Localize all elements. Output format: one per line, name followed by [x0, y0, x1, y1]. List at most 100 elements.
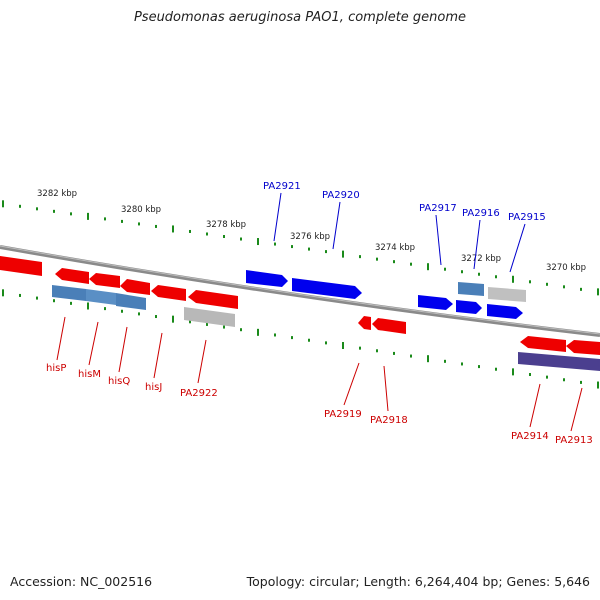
gene-box[interactable] — [52, 285, 86, 301]
gene-box[interactable] — [86, 289, 116, 305]
gene-label-hisQ[interactable]: hisQ — [108, 376, 130, 387]
minor-tick — [189, 229, 191, 233]
minor-tick — [308, 247, 310, 251]
major-tick — [597, 288, 599, 296]
minor-tick — [495, 275, 497, 279]
gene-box[interactable] — [184, 307, 235, 327]
gene-arrow[interactable] — [520, 336, 566, 352]
minor-tick — [138, 222, 140, 226]
forward-leaders — [273, 192, 526, 273]
reverse-leaders — [56, 316, 583, 432]
minor-tick — [121, 309, 123, 313]
genome-backbone — [0, 245, 600, 337]
gene-label-hisP[interactable]: hisP — [46, 363, 66, 374]
genome-title: Pseudomonas aeruginosa PAO1, complete ge… — [133, 10, 467, 25]
kbp-label: 3270 kbp — [546, 263, 586, 273]
minor-tick — [189, 320, 191, 324]
genome-backbone-highlight — [0, 245, 600, 335]
minor-tick — [376, 257, 378, 261]
major-tick — [172, 315, 174, 323]
accession-text: Accession: NC_002516 — [10, 574, 153, 589]
gene-box[interactable] — [116, 293, 146, 310]
minor-tick — [563, 285, 565, 289]
minor-tick — [478, 272, 480, 276]
major-tick — [257, 328, 259, 336]
other-genes — [52, 282, 600, 371]
gene-label-PA2915[interactable]: PA2915 — [508, 212, 546, 223]
gene-label-hisJ[interactable]: hisJ — [145, 382, 162, 393]
minor-tick — [223, 325, 225, 329]
gene-arrow[interactable] — [418, 295, 453, 310]
minor-tick — [36, 296, 38, 300]
minor-tick — [274, 333, 276, 337]
gene-arrow[interactable] — [456, 300, 482, 314]
minor-tick — [19, 293, 21, 297]
minor-tick — [36, 207, 38, 211]
major-tick — [597, 381, 599, 389]
gene-label-PA2914[interactable]: PA2914 — [511, 431, 549, 442]
minor-tick — [240, 237, 242, 241]
gene-arrow[interactable] — [120, 279, 150, 295]
minor-tick — [70, 212, 72, 216]
minor-tick — [376, 349, 378, 353]
major-tick — [87, 212, 89, 220]
gene-arrow[interactable] — [246, 270, 288, 287]
gene-arrow[interactable] — [358, 316, 371, 330]
minor-tick — [223, 235, 225, 239]
gene-arrow[interactable] — [292, 278, 362, 299]
minor-tick — [308, 338, 310, 342]
gene-arrow[interactable] — [566, 340, 600, 355]
gene-arrow[interactable] — [55, 268, 89, 284]
gene-arrow[interactable] — [487, 304, 523, 319]
gene-label-hisM[interactable]: hisM — [78, 369, 101, 380]
gene-arrow[interactable] — [188, 290, 238, 309]
minor-tick — [138, 312, 140, 316]
minor-tick — [53, 299, 55, 303]
major-tick — [427, 355, 429, 363]
gene-label-PA2919[interactable]: PA2919 — [324, 409, 362, 420]
gene-label-PA2917[interactable]: PA2917 — [419, 203, 457, 214]
gene-box[interactable] — [488, 287, 526, 302]
minor-tick — [291, 336, 293, 340]
minor-tick — [410, 354, 412, 358]
minor-tick — [580, 380, 582, 384]
minor-tick — [410, 262, 412, 266]
minor-tick — [291, 245, 293, 249]
gene-box[interactable] — [458, 282, 484, 296]
minor-tick — [155, 224, 157, 228]
gene-label-PA2922[interactable]: PA2922 — [180, 388, 218, 399]
kbp-label: 3280 kbp — [121, 205, 161, 215]
gene-box[interactable] — [518, 352, 600, 371]
gene-label-PA2921[interactable]: PA2921 — [263, 181, 301, 192]
major-tick — [172, 225, 174, 233]
minor-tick — [240, 328, 242, 332]
minor-tick — [206, 322, 208, 326]
gene-arrow[interactable] — [372, 318, 406, 334]
minor-tick — [70, 301, 72, 305]
gene-arrow[interactable] — [151, 285, 186, 301]
minor-tick — [121, 219, 123, 223]
minor-tick — [461, 270, 463, 274]
gene-label-PA2916[interactable]: PA2916 — [462, 208, 500, 219]
minor-tick — [359, 255, 361, 259]
minor-tick — [546, 375, 548, 379]
kbp-label: 3272 kbp — [461, 254, 501, 264]
minor-tick — [325, 250, 327, 254]
minor-tick — [529, 372, 531, 376]
minor-tick — [206, 232, 208, 236]
gene-arrow[interactable] — [0, 256, 42, 276]
major-tick — [87, 302, 89, 310]
minor-tick — [495, 367, 497, 371]
minor-tick — [19, 204, 21, 208]
major-tick — [2, 200, 4, 208]
reverse-genes-upper — [0, 256, 600, 355]
minor-tick — [53, 209, 55, 213]
gene-arrow[interactable] — [89, 273, 120, 288]
gene-label-PA2913[interactable]: PA2913 — [555, 435, 593, 446]
minor-tick — [478, 365, 480, 369]
minor-tick — [104, 217, 106, 221]
minor-tick — [580, 287, 582, 291]
gene-label-PA2920[interactable]: PA2920 — [322, 190, 360, 201]
gene-label-PA2918[interactable]: PA2918 — [370, 415, 408, 426]
